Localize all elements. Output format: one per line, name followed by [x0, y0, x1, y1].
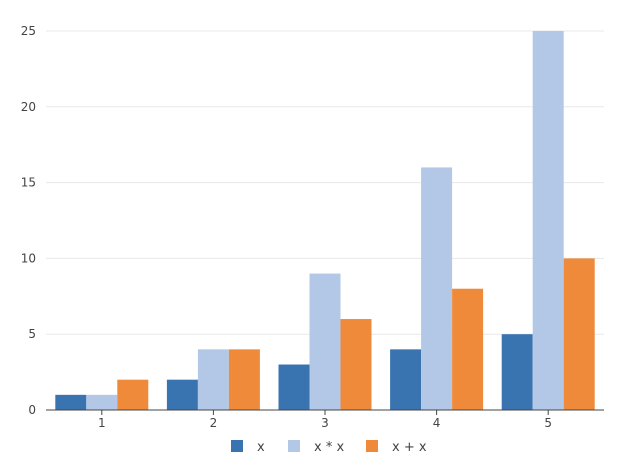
- legend-swatch: [366, 440, 378, 452]
- legend: x x * x x + x: [231, 440, 427, 455]
- bar-x-x-5: [563, 258, 595, 410]
- x-tick-label: 1: [98, 416, 106, 430]
- bar-x-4: [390, 349, 422, 410]
- bar-x-x-3: [340, 319, 372, 410]
- x-tick-label: 4: [433, 416, 441, 430]
- bar-x-3: [278, 364, 310, 410]
- y-tick-label: 5: [28, 327, 36, 341]
- bar-x-x-5: [532, 31, 564, 410]
- bar-x-x-1: [86, 394, 118, 410]
- bar-x-x-4: [421, 167, 453, 410]
- bar-x-5: [501, 334, 533, 410]
- x-axis-tick-labels: 1 2 3 4 5: [98, 410, 552, 430]
- bar-x-x-1: [117, 379, 149, 410]
- bar-x-x-2: [228, 349, 260, 410]
- bar-x-x-3: [309, 273, 341, 410]
- bar-x-x-2: [197, 349, 229, 410]
- y-axis-tick-labels: 0 5 10 15 20 25: [21, 24, 36, 417]
- y-tick-label: 10: [21, 251, 36, 265]
- legend-label: x * x: [314, 440, 344, 455]
- y-tick-label: 0: [28, 403, 36, 417]
- bar-x-2: [166, 379, 198, 410]
- bar-x-1: [55, 394, 87, 410]
- legend-swatch: [288, 440, 300, 452]
- legend-swatch: [231, 440, 243, 452]
- x-tick-label: 5: [544, 416, 552, 430]
- legend-label: x: [257, 440, 265, 455]
- y-tick-label: 20: [21, 100, 36, 114]
- x-tick-label: 2: [210, 416, 218, 430]
- x-tick-label: 3: [321, 416, 329, 430]
- bar-x-x-4: [452, 288, 484, 410]
- y-tick-label: 15: [21, 176, 36, 190]
- legend-label: x + x: [392, 440, 427, 455]
- bars: [55, 31, 595, 410]
- y-tick-label: 25: [21, 24, 36, 38]
